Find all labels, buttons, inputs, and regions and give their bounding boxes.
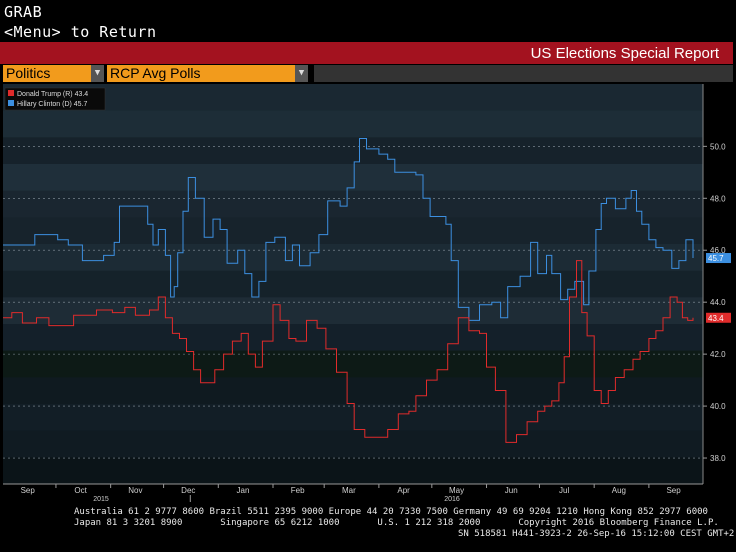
x-month-label: Mar xyxy=(342,486,356,495)
background-band xyxy=(3,297,703,325)
toolbar-filler xyxy=(314,65,733,82)
background-band xyxy=(3,404,703,432)
y-tick-label: 42.0 xyxy=(710,350,726,359)
view-dropdown-chevron-icon[interactable]: ▼ xyxy=(295,65,308,82)
report-banner: US Elections Special Report xyxy=(0,42,733,64)
footer-contacts-line2: Japan 81 3 3201 8900 Singapore 65 6212 1… xyxy=(74,518,719,528)
chart-series: 45.7 43.4 xyxy=(3,138,731,443)
y-tick-label: 48.0 xyxy=(710,194,726,203)
chart-background-bands xyxy=(3,84,703,485)
background-band xyxy=(3,84,703,112)
x-month-label: Sep xyxy=(666,486,681,495)
clinton-legend-swatch xyxy=(8,100,14,106)
background-band xyxy=(3,377,703,405)
x-month-label: Jun xyxy=(505,486,518,495)
legend-entry-label: Hillary Clinton (D) 45.7 xyxy=(17,101,88,108)
trump-last-value-tag xyxy=(706,312,731,323)
background-band xyxy=(3,457,703,485)
x-month-label: Aug xyxy=(612,486,626,495)
y-tick-label: 46.0 xyxy=(710,246,726,255)
x-month-label: Nov xyxy=(128,486,142,495)
background-band xyxy=(3,190,703,218)
x-year-label: 2016 xyxy=(444,496,460,503)
background-band xyxy=(3,217,703,245)
trump-last-value-tag-label: 43.4 xyxy=(708,314,724,323)
y-tick-label: 38.0 xyxy=(710,454,726,463)
background-band xyxy=(3,164,703,192)
background-band xyxy=(3,270,703,298)
background-band xyxy=(3,324,703,352)
poll-chart[interactable]: 38.0 40.0 42.0 44.0 46.0 48.0 50.0 45.7 43.4 Se… xyxy=(0,84,736,506)
background-band xyxy=(3,110,703,138)
trump-legend-swatch xyxy=(8,90,14,96)
y-tick-label: 40.0 xyxy=(710,402,726,411)
x-month-label: Jul xyxy=(559,486,569,495)
x-month-label: Oct xyxy=(74,486,87,495)
footer-session-info: SN 518581 H441-3923-2 26-Sep-16 15:12:00… xyxy=(458,529,736,539)
background-band xyxy=(3,244,703,272)
background-band xyxy=(3,137,703,165)
background-band xyxy=(3,350,703,378)
legend-box xyxy=(4,87,106,111)
clinton-last-value-tag-label: 45.7 xyxy=(708,254,724,263)
grab-label: GRAB xyxy=(4,3,43,21)
background-band xyxy=(3,430,703,458)
category-dropdown[interactable]: Politics xyxy=(3,65,91,82)
y-tick-label: 50.0 xyxy=(710,142,726,151)
x-month-label: Jan xyxy=(237,486,250,495)
x-month-label: Feb xyxy=(291,486,305,495)
trump-series-line xyxy=(3,260,694,443)
banner-title: US Elections Special Report xyxy=(530,45,719,62)
chart-legend: Donald Trump (R) 43.4 Hillary Clinton (D)… xyxy=(4,87,106,111)
x-year-label: 2015 xyxy=(93,496,109,503)
clinton-last-value-tag xyxy=(706,253,731,264)
x-month-label: Sep xyxy=(21,486,36,495)
legend-entry-label: Donald Trump (R) 43.4 xyxy=(17,91,88,98)
x-axis: Sep Oct Nov Dec Jan Feb Mar Apr May Jun Jul Aug Sep 2… xyxy=(3,483,703,503)
x-month-label: Apr xyxy=(397,486,410,495)
x-month-label: May xyxy=(449,486,464,495)
footer-contacts-line1: Australia 61 2 9777 8600 Brazil 5511 239… xyxy=(74,507,708,517)
y-axis-ticks: 38.0 40.0 42.0 44.0 46.0 48.0 50.0 xyxy=(703,142,726,463)
view-dropdown[interactable]: RCP Avg Polls xyxy=(107,65,295,82)
menu-return-hint[interactable]: <Menu> to Return xyxy=(4,23,157,41)
y-tick-label: 44.0 xyxy=(710,298,726,307)
chart-gridlines xyxy=(3,84,704,484)
x-month-label: Dec xyxy=(181,486,195,495)
category-dropdown-chevron-icon[interactable]: ▼ xyxy=(91,65,104,82)
clinton-series-line xyxy=(3,138,694,321)
